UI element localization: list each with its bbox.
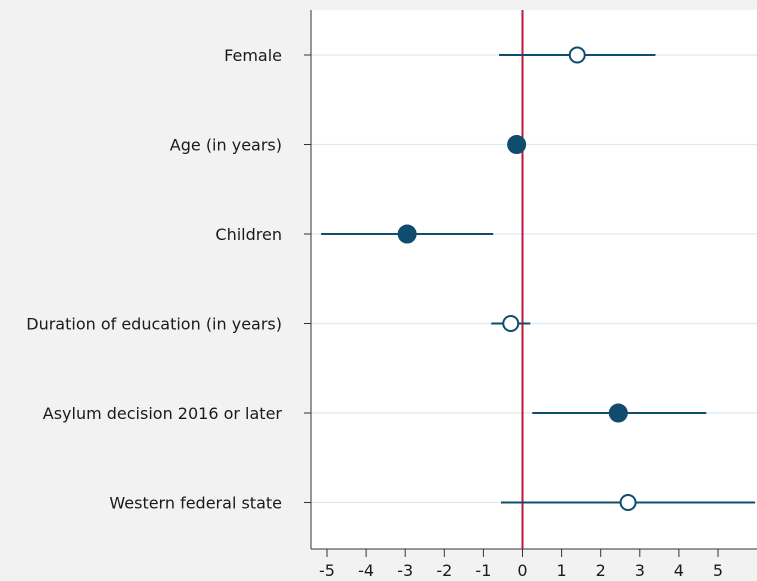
point-estimate: [568, 46, 586, 64]
point-estimate: [619, 494, 637, 511]
point-estimate: [502, 315, 520, 332]
category-label: Duration of education (in years): [26, 315, 282, 334]
point-estimate: [507, 135, 527, 154]
plot-area: [311, 10, 757, 549]
point-estimate: [608, 403, 628, 423]
x-tick-label: -3: [397, 561, 413, 580]
category-label: Western federal state: [109, 494, 282, 513]
x-tick-label: 4: [674, 561, 684, 580]
x-tick-label: -2: [436, 561, 452, 580]
category-label: Asylum decision 2016 or later: [43, 404, 283, 423]
x-tick-label: -1: [475, 561, 491, 580]
x-tick-label: 5: [713, 561, 723, 580]
x-tick-label: 3: [635, 561, 645, 580]
labels: Female Age (in years) Children Duration of …: [26, 46, 723, 580]
data-marks: [321, 46, 755, 511]
point-estimate: [397, 224, 417, 244]
x-tick-label: 0: [517, 561, 527, 580]
category-label: Age (in years): [170, 136, 282, 155]
x-tick-label: 2: [596, 561, 606, 580]
x-tick-label: 1: [557, 561, 567, 580]
x-tick-label: -5: [319, 561, 335, 580]
axes: [304, 10, 757, 557]
x-tick-label: -4: [358, 561, 374, 580]
category-label: Children: [215, 225, 282, 244]
category-label: Female: [224, 46, 282, 65]
